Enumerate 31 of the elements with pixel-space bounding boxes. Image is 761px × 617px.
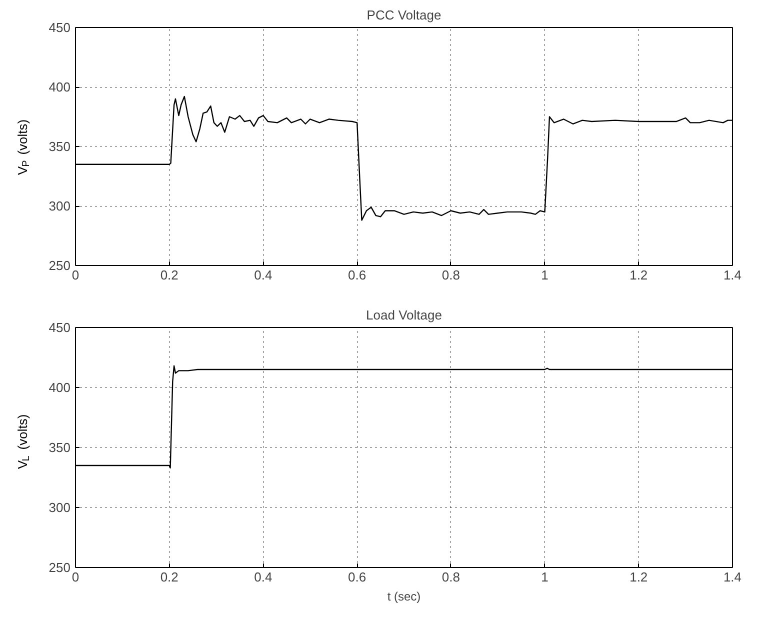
y-tick-label: 400 — [48, 80, 71, 94]
x-tick-label: 1.2 — [630, 268, 648, 282]
x-tick-label: 0.8 — [442, 268, 460, 282]
y-tick-label: 250 — [48, 560, 71, 575]
y-tick-label: 250 — [48, 258, 71, 273]
x-tick-label: 1.4 — [723, 570, 742, 584]
y-tick-label: 300 — [48, 198, 71, 214]
x-tick-label: 1 — [541, 268, 548, 282]
y-tick-label: 300 — [48, 500, 71, 515]
x-tick-label: 0.2 — [160, 570, 178, 584]
x-tick-label: 1.2 — [630, 570, 648, 584]
y-tick-label: 450 — [48, 20, 71, 35]
y-tick-label: 350 — [48, 139, 71, 154]
x-tick-label: 0.4 — [254, 268, 272, 282]
x-tick-label: 1.4 — [723, 268, 742, 282]
x-tick-label: 0.4 — [254, 570, 272, 584]
y-axis-title: VL (volts) — [15, 414, 32, 470]
x-tick-label: 0.8 — [442, 570, 460, 584]
chart-title: Load Voltage — [366, 308, 442, 322]
chart-title: PCC Voltage — [366, 8, 442, 22]
y-tick-label: 350 — [48, 440, 71, 455]
y-tick-label: 450 — [48, 320, 71, 335]
x-axis-title: t (sec) — [387, 590, 421, 604]
x-tick-label: 0 — [72, 268, 80, 282]
x-tick-label: 1 — [541, 570, 548, 584]
x-tick-label: 0.6 — [348, 570, 366, 584]
x-tick-label: 0 — [72, 570, 80, 584]
y-axis-title: VP (volts) — [15, 119, 32, 176]
y-tick-label: 400 — [48, 380, 71, 395]
x-tick-label: 0.6 — [348, 268, 366, 282]
x-tick-label: 0.2 — [160, 268, 178, 282]
